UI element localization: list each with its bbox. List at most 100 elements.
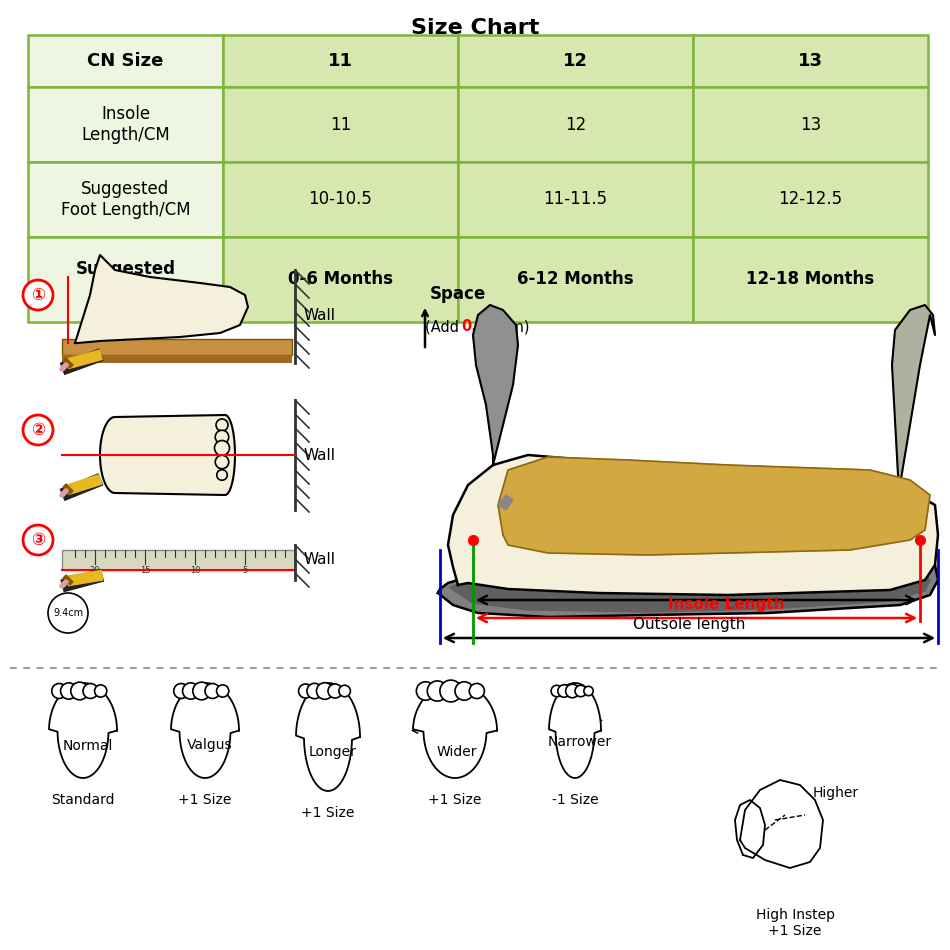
- Circle shape: [216, 455, 229, 468]
- Text: Narrower: Narrower: [548, 735, 612, 750]
- Polygon shape: [740, 780, 823, 868]
- Circle shape: [217, 469, 227, 481]
- Circle shape: [469, 683, 484, 698]
- Circle shape: [48, 593, 88, 633]
- Text: 10-10.5: 10-10.5: [309, 191, 372, 208]
- Text: 11: 11: [330, 116, 352, 134]
- Text: Size Chart: Size Chart: [410, 18, 540, 38]
- Circle shape: [95, 685, 106, 697]
- Circle shape: [83, 683, 98, 698]
- Text: Higher: Higher: [813, 786, 859, 800]
- Bar: [223, 87, 458, 162]
- Text: 12-18 Months: 12-18 Months: [747, 271, 875, 289]
- Text: High Instep
+1 Size: High Instep +1 Size: [755, 908, 834, 939]
- Text: 6-12 Months: 6-12 Months: [517, 271, 634, 289]
- Circle shape: [70, 682, 88, 700]
- Text: Wall: Wall: [303, 553, 335, 567]
- Text: -1 Size: -1 Size: [552, 793, 598, 807]
- Circle shape: [584, 686, 593, 695]
- Text: Wall: Wall: [303, 447, 335, 463]
- Text: 11: 11: [328, 52, 353, 70]
- Text: +1 Size: +1 Size: [301, 806, 354, 820]
- Bar: [28, 162, 223, 237]
- Polygon shape: [450, 567, 930, 612]
- Circle shape: [328, 684, 342, 698]
- Text: (Add: (Add: [425, 319, 464, 334]
- Bar: [458, 35, 693, 87]
- Text: cm): cm): [497, 319, 529, 334]
- Bar: [28, 237, 223, 322]
- Polygon shape: [549, 683, 601, 778]
- Text: ①: ①: [31, 286, 45, 304]
- Circle shape: [416, 682, 435, 700]
- Bar: [223, 237, 458, 322]
- Text: Suggested
Foot Length/CM: Suggested Foot Length/CM: [61, 180, 190, 218]
- Bar: [458, 87, 693, 162]
- Bar: [28, 87, 223, 162]
- Text: Suggested
Age: Suggested Age: [75, 260, 176, 299]
- Text: Normal: Normal: [63, 738, 113, 752]
- Text: ③: ③: [31, 531, 45, 549]
- Polygon shape: [473, 305, 518, 465]
- Polygon shape: [296, 683, 360, 791]
- Circle shape: [216, 419, 228, 431]
- Polygon shape: [735, 800, 765, 858]
- Bar: [693, 87, 928, 162]
- Circle shape: [205, 683, 220, 698]
- Bar: [693, 35, 928, 87]
- Bar: [62, 339, 292, 355]
- Text: Wall: Wall: [303, 308, 335, 322]
- Polygon shape: [100, 415, 235, 495]
- Bar: [693, 237, 928, 322]
- Polygon shape: [49, 683, 117, 778]
- Circle shape: [440, 680, 462, 702]
- Text: Foot length: Foot length: [683, 579, 770, 594]
- Circle shape: [428, 681, 447, 701]
- Text: ②: ②: [31, 421, 45, 439]
- Text: Longer: Longer: [309, 745, 357, 759]
- Circle shape: [51, 683, 66, 698]
- Bar: [28, 35, 223, 87]
- Text: +1 Size: +1 Size: [179, 793, 232, 807]
- Text: 0.5-1: 0.5-1: [461, 319, 504, 334]
- Circle shape: [23, 280, 53, 310]
- Polygon shape: [448, 455, 938, 595]
- Bar: [458, 237, 693, 322]
- Circle shape: [316, 683, 333, 699]
- Text: Insole
Length/CM: Insole Length/CM: [81, 105, 170, 143]
- Text: Outsole length: Outsole length: [633, 617, 745, 632]
- Text: 5: 5: [242, 566, 248, 576]
- Circle shape: [455, 682, 473, 700]
- Text: 11-11.5: 11-11.5: [543, 191, 608, 208]
- Circle shape: [23, 415, 53, 445]
- Circle shape: [558, 685, 570, 697]
- Bar: [458, 162, 693, 237]
- Text: 15: 15: [140, 566, 150, 576]
- Circle shape: [575, 685, 586, 696]
- Polygon shape: [498, 495, 513, 510]
- Bar: [693, 162, 928, 237]
- Text: Standard: Standard: [51, 793, 115, 807]
- Text: +1 Size: +1 Size: [428, 793, 482, 807]
- Circle shape: [215, 441, 230, 455]
- Text: Valgus: Valgus: [187, 738, 233, 752]
- Text: Insole Length: Insole Length: [668, 597, 785, 612]
- Polygon shape: [892, 305, 935, 485]
- Bar: [223, 35, 458, 87]
- Text: CN Size: CN Size: [87, 52, 163, 70]
- Polygon shape: [498, 457, 930, 555]
- Text: 0-6 Months: 0-6 Months: [288, 271, 393, 289]
- Polygon shape: [438, 557, 938, 617]
- Bar: [62, 355, 292, 363]
- Text: 9.4cm: 9.4cm: [53, 608, 83, 618]
- Circle shape: [217, 685, 229, 697]
- Polygon shape: [413, 683, 497, 778]
- Polygon shape: [171, 683, 239, 778]
- Text: 13: 13: [800, 116, 821, 134]
- Circle shape: [551, 685, 562, 696]
- Circle shape: [565, 684, 580, 697]
- Circle shape: [61, 683, 77, 699]
- Circle shape: [216, 430, 229, 444]
- Text: 12: 12: [563, 52, 588, 70]
- Circle shape: [307, 683, 322, 698]
